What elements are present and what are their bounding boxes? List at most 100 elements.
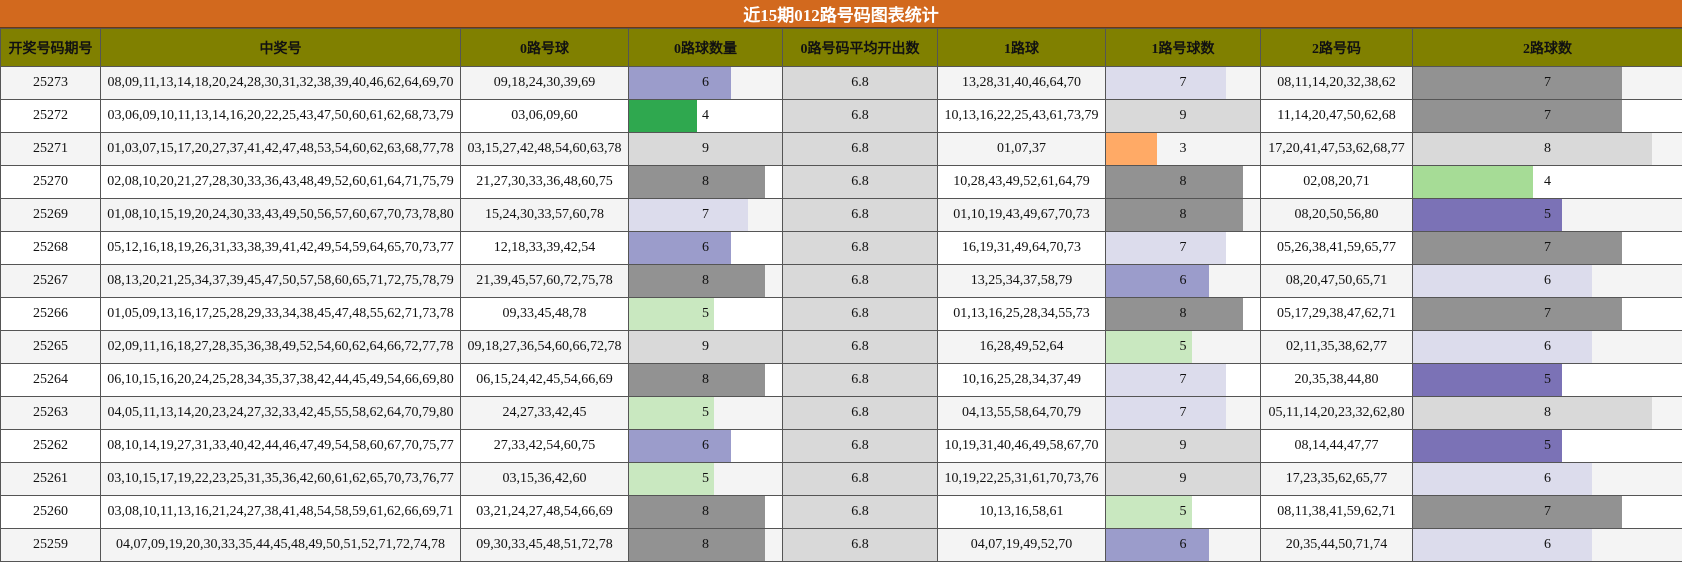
cell-r0: 15,24,30,33,57,60,78 — [461, 199, 629, 232]
cell-c0: 9 — [629, 133, 783, 166]
cell-c2: 7 — [1413, 232, 1682, 265]
cell-c1: 8 — [1106, 199, 1261, 232]
count-value: 8 — [702, 174, 709, 189]
cell-r1: 10,13,16,58,61 — [938, 496, 1106, 529]
cell-r1: 16,19,31,49,64,70,73 — [938, 232, 1106, 265]
cell-r1: 10,19,31,40,46,49,58,67,70 — [938, 430, 1106, 463]
count-bar-fill — [629, 100, 697, 132]
cell-r0: 03,15,36,42,60 — [461, 463, 629, 496]
cell-r2: 05,11,14,20,23,32,62,80 — [1261, 397, 1413, 430]
cell-c0: 6 — [629, 430, 783, 463]
cell-winning: 02,09,11,16,18,27,28,35,36,38,49,52,54,6… — [101, 331, 461, 364]
cell-r0: 03,15,27,42,48,54,60,63,78 — [461, 133, 629, 166]
cell-r2: 08,11,38,41,59,62,71 — [1261, 496, 1413, 529]
cell-r2: 20,35,44,50,71,74 — [1261, 529, 1413, 562]
count-value: 5 — [1544, 438, 1551, 453]
header-period: 开奖号码期号 — [1, 29, 101, 67]
count-bar-fill — [1413, 298, 1622, 330]
cell-c1: 8 — [1106, 298, 1261, 331]
count-value: 4 — [1544, 174, 1551, 189]
cell-c2: 6 — [1413, 463, 1682, 496]
count-value: 4 — [702, 108, 709, 123]
count-bar-fill — [1106, 364, 1226, 396]
count-value: 8 — [702, 372, 709, 387]
cell-c2: 4 — [1413, 166, 1682, 199]
sheet-title: 近15期012路号码图表统计 — [0, 0, 1682, 28]
cell-winning: 06,10,15,16,20,24,25,28,34,35,37,38,42,4… — [101, 364, 461, 397]
header-avg0: 0路号码平均开出数 — [783, 29, 938, 67]
cell-c0: 8 — [629, 496, 783, 529]
cell-r2: 17,20,41,47,53,62,68,77 — [1261, 133, 1413, 166]
cell-period: 25266 — [1, 298, 101, 331]
cell-avg0: 6.8 — [783, 397, 938, 430]
cell-winning: 01,05,09,13,16,17,25,28,29,33,34,38,45,4… — [101, 298, 461, 331]
cell-r2: 20,35,38,44,80 — [1261, 364, 1413, 397]
count-bar-fill — [629, 529, 765, 561]
count-bar-fill — [1106, 133, 1157, 165]
count-value: 6 — [1544, 339, 1551, 354]
cell-c0: 5 — [629, 397, 783, 430]
cell-c2: 7 — [1413, 67, 1682, 100]
cell-winning: 02,08,10,20,21,27,28,30,33,36,43,48,49,5… — [101, 166, 461, 199]
count-value: 5 — [1544, 372, 1551, 387]
count-bar-fill — [629, 364, 765, 396]
cell-r0: 09,18,27,36,54,60,66,72,78 — [461, 331, 629, 364]
count-value: 6 — [702, 75, 709, 90]
count-bar-fill — [1413, 199, 1562, 231]
cell-c2: 5 — [1413, 364, 1682, 397]
cell-r0: 24,27,33,42,45 — [461, 397, 629, 430]
cell-r1: 10,16,25,28,34,37,49 — [938, 364, 1106, 397]
header-r0: 0路号球 — [461, 29, 629, 67]
cell-c1: 7 — [1106, 232, 1261, 265]
cell-avg0: 6.8 — [783, 265, 938, 298]
cell-c0: 7 — [629, 199, 783, 232]
cell-c1: 6 — [1106, 529, 1261, 562]
cell-r1: 10,13,16,22,25,43,61,73,79 — [938, 100, 1106, 133]
cell-period: 25270 — [1, 166, 101, 199]
count-bar-fill — [629, 67, 731, 99]
cell-avg0: 6.8 — [783, 496, 938, 529]
count-bar-fill — [1413, 496, 1622, 528]
count-value: 8 — [702, 504, 709, 519]
cell-c2: 7 — [1413, 298, 1682, 331]
cell-r0: 03,21,24,27,48,54,66,69 — [461, 496, 629, 529]
count-value: 5 — [1180, 504, 1187, 519]
cell-period: 25264 — [1, 364, 101, 397]
count-bar-fill — [1413, 133, 1652, 165]
count-value: 7 — [1180, 240, 1187, 255]
count-value: 8 — [1180, 174, 1187, 189]
count-bar-fill — [1413, 331, 1592, 363]
cell-r1: 01,13,16,25,28,34,55,73 — [938, 298, 1106, 331]
count-value: 7 — [1180, 372, 1187, 387]
count-value: 8 — [1180, 207, 1187, 222]
cell-winning: 08,09,11,13,14,18,20,24,28,30,31,32,38,3… — [101, 67, 461, 100]
count-bar-fill — [1413, 232, 1622, 264]
cell-c1: 7 — [1106, 67, 1261, 100]
count-value: 9 — [1180, 108, 1187, 123]
cell-r2: 17,23,35,62,65,77 — [1261, 463, 1413, 496]
count-value: 5 — [1180, 339, 1187, 354]
header-r2: 2路号码 — [1261, 29, 1413, 67]
cell-c0: 8 — [629, 364, 783, 397]
count-bar-fill — [629, 166, 765, 198]
count-bar-fill — [629, 199, 748, 231]
count-value: 5 — [1544, 207, 1551, 222]
count-value: 6 — [702, 438, 709, 453]
cell-c1: 9 — [1106, 463, 1261, 496]
count-value: 7 — [1544, 306, 1551, 321]
cell-period: 25262 — [1, 430, 101, 463]
count-value: 3 — [1180, 141, 1187, 156]
count-value: 6 — [1544, 471, 1551, 486]
count-bar-fill — [629, 265, 765, 297]
cell-avg0: 6.8 — [783, 364, 938, 397]
